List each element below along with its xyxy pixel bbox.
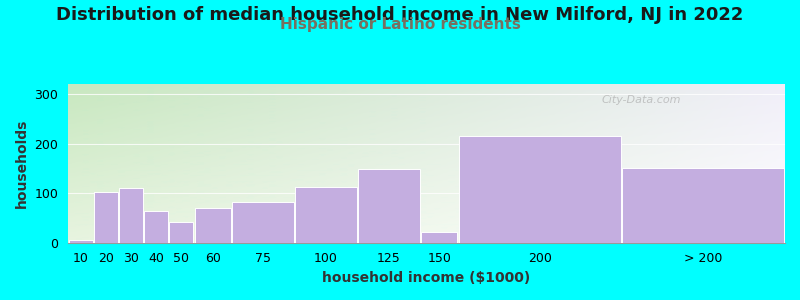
Bar [194, 208, 231, 243]
Bar [144, 212, 168, 243]
Bar [94, 192, 118, 243]
Text: Distribution of median household income in New Milford, NJ in 2022: Distribution of median household income … [56, 6, 744, 24]
Bar [119, 188, 143, 243]
Text: City-Data.com: City-Data.com [602, 95, 682, 105]
Text: Hispanic or Latino residents: Hispanic or Latino residents [279, 16, 521, 32]
Bar [69, 240, 93, 243]
Bar [232, 202, 294, 243]
Bar [170, 222, 194, 243]
Bar [458, 136, 621, 243]
Bar [358, 169, 420, 243]
Bar [421, 232, 458, 243]
Bar [622, 168, 784, 243]
X-axis label: household income ($1000): household income ($1000) [322, 271, 530, 285]
Y-axis label: households: households [15, 119, 29, 208]
Bar [295, 187, 357, 243]
